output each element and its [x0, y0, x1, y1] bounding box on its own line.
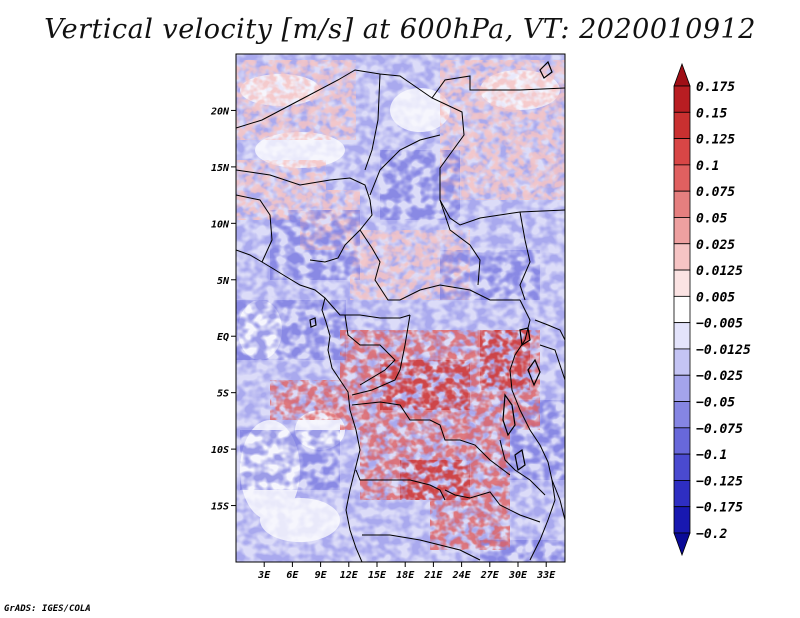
lon-tick-label: 18E [396, 570, 415, 581]
colorbar-box [673, 427, 691, 455]
colorbar-box [673, 506, 691, 534]
velocity-field [236, 54, 565, 562]
colorbar-label: −0.025 [696, 369, 743, 384]
lon-tick-label: 24E [452, 570, 472, 581]
colorbar-box [673, 217, 691, 245]
colorbar-label: 0.1 [696, 159, 719, 174]
lat-tick-label: 5N [217, 276, 230, 287]
colorbar-box [673, 295, 691, 324]
lat-tick-label: 10S [211, 445, 229, 456]
latitude-axis: 20N 15N 10N 5N EQ 5S 10S 15S [210, 106, 236, 513]
lon-tick-label: 27E [480, 570, 500, 581]
colorbar-label: 0.125 [696, 133, 735, 148]
colorbar-box [673, 243, 691, 271]
colorbar-label: 0.075 [696, 185, 735, 200]
lon-tick-label: 33E [536, 570, 556, 581]
map-frame [235, 53, 566, 563]
colorbar-label: 0.175 [696, 80, 735, 95]
lat-tick-label: 15S [211, 502, 229, 513]
colorbar-box [673, 164, 691, 192]
lat-tick-label: 15N [211, 163, 230, 174]
colorbar-bottom-arrow [673, 532, 691, 557]
colorbar-box [673, 322, 691, 350]
colorbar-label: 0.005 [696, 290, 735, 305]
lon-tick-label: 15E [368, 570, 387, 581]
colorbar-box [673, 453, 691, 481]
lon-tick-label: 12E [340, 570, 359, 581]
lon-tick-label: 6E [286, 570, 299, 581]
colorbar-label: −0.005 [696, 317, 743, 332]
colorbar-label: −0.05 [696, 396, 735, 411]
lon-tick-label: 3E [257, 570, 271, 581]
lon-tick-label: 21E [423, 570, 443, 581]
colorbar-labels: 0.175 0.15 0.125 0.1 0.075 0.05 0.025 0.0125 0.0… [696, 80, 751, 542]
colorbar-label: −0.175 [696, 501, 743, 516]
map-title: Vertical velocity [m/s] at 600hPa, VT: 2… [44, 14, 756, 45]
colorbar-label: 0.15 [696, 106, 727, 121]
colorbar-box [673, 190, 691, 218]
lon-tick-label: 30E [508, 570, 528, 581]
colorbar-label: −0.075 [696, 422, 743, 437]
colorbar-label: 0.0125 [696, 264, 743, 279]
colorbar-label: 0.05 [696, 211, 727, 226]
colorbar-box [673, 85, 691, 113]
colorbar-box [673, 269, 691, 297]
lat-tick-label: 20N [210, 106, 230, 117]
colorbar-label: −0.125 [696, 474, 743, 489]
colorbar-box [673, 480, 691, 508]
colorbar-box [673, 401, 691, 429]
lat-tick-label: EQ [217, 332, 229, 343]
longitude-axis: 3E 6E 9E 12E 15E 18E 21E 24E 27E 30E 33E [257, 562, 556, 581]
colorbar-box [673, 348, 691, 376]
colorbar-label: −0.2 [696, 527, 727, 542]
lon-tick-label: 9E [315, 570, 328, 581]
colorbar-box [673, 111, 691, 139]
grads-credit: GrADS: IGES/COLA [4, 604, 91, 614]
country-borders [236, 69, 565, 562]
colorbar-top-arrow [673, 62, 691, 87]
colorbar-boxes [673, 62, 691, 557]
colorbar-label: −0.1 [696, 448, 727, 463]
lat-tick-label: 10N [211, 219, 230, 230]
colorbar-label: −0.0125 [696, 343, 751, 358]
colorbar-box [673, 138, 691, 166]
colorbar-box [673, 374, 691, 402]
colorbar-label: 0.025 [696, 238, 735, 253]
lat-tick-label: 5S [217, 389, 229, 400]
